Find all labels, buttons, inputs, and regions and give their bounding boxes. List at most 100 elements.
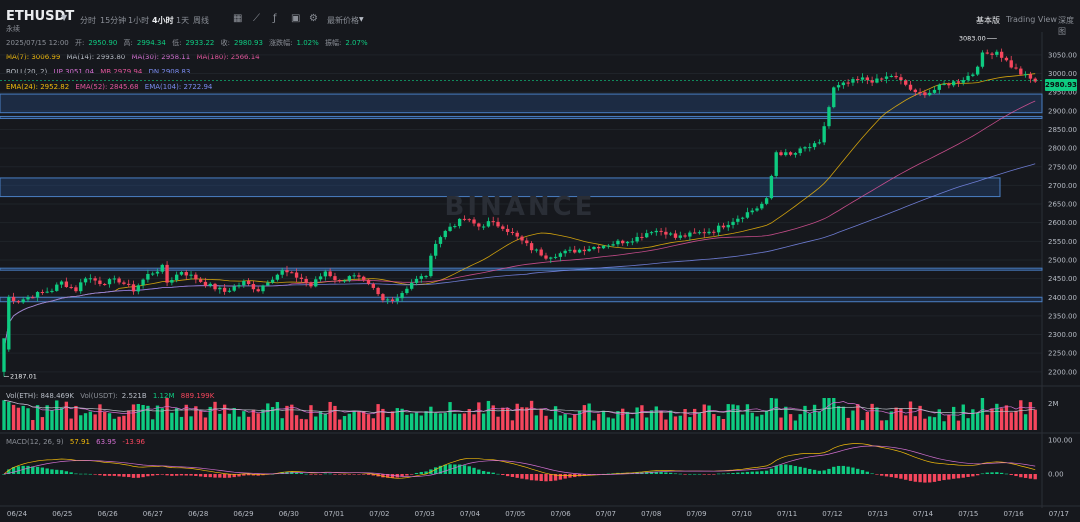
macd-histogram-bar xyxy=(745,471,750,474)
candle-body xyxy=(568,249,572,251)
candle-body xyxy=(803,147,807,149)
candle-body xyxy=(462,218,467,220)
volume-bar xyxy=(362,411,366,430)
volume-bar xyxy=(894,407,898,430)
symbol-title[interactable]: ETHUSDT xyxy=(6,9,75,24)
volume-bar xyxy=(174,408,179,430)
volume-bar xyxy=(352,410,356,430)
candle-body xyxy=(141,279,145,286)
macd-histogram-bar xyxy=(568,474,572,478)
time-tick-label: 07/16 xyxy=(1004,510,1025,518)
volume-bar xyxy=(93,414,97,430)
macd-histogram-bar xyxy=(318,474,323,475)
candle-body xyxy=(371,283,375,288)
layout-icon[interactable]: ▣ xyxy=(291,13,301,24)
macd-histogram-bar xyxy=(1014,474,1018,477)
volume-bar xyxy=(520,407,524,430)
volume-bar xyxy=(151,419,155,430)
macd-histogram-bar xyxy=(961,474,965,478)
candle-body xyxy=(448,226,452,231)
macd-histogram-bar xyxy=(21,465,25,474)
macd-histogram-bar xyxy=(956,474,961,479)
volume-bar xyxy=(59,407,64,430)
volume-bar xyxy=(251,409,256,430)
indicators-icon[interactable]: ƒ xyxy=(273,13,277,24)
candle-body xyxy=(280,270,284,275)
tab-timeframe-1d[interactable]: 1天 xyxy=(176,16,190,25)
candle-body xyxy=(505,228,510,232)
volume-bar xyxy=(721,418,726,430)
price-type-chevron-icon[interactable]: ▼ xyxy=(359,16,364,23)
tab-timeframe-1h[interactable]: 1小时 xyxy=(128,16,150,25)
candle-body xyxy=(592,246,596,250)
candle-body xyxy=(414,278,419,283)
volume-bar xyxy=(160,408,164,430)
view-tradingview[interactable]: Trading View xyxy=(1006,15,1057,24)
volume-bar xyxy=(189,416,193,430)
candle-body xyxy=(218,287,222,290)
tab-timeframe-15m[interactable]: 15分钟 xyxy=(100,16,127,25)
settings-gear-icon[interactable]: ⚙ xyxy=(309,13,318,24)
time-tick-label: 06/26 xyxy=(98,510,119,518)
volume-bar xyxy=(1019,400,1023,430)
volume-bar xyxy=(122,415,126,430)
view-depth[interactable]: 深度图 xyxy=(1058,16,1074,36)
candle-body xyxy=(841,82,846,86)
macd-histogram-bar xyxy=(880,474,884,476)
macd-histogram-bar xyxy=(779,464,783,474)
macd-histogram-bar xyxy=(414,472,419,474)
candle-body xyxy=(755,208,759,211)
price-tick-label: 2900.00 xyxy=(1048,107,1077,115)
chart-type-icon[interactable]: ▦ xyxy=(233,13,243,24)
macd-histogram-bar xyxy=(64,471,69,474)
volume-bar xyxy=(2,400,6,430)
volume-bar xyxy=(827,398,831,430)
volume-bar xyxy=(951,406,956,430)
macd-histogram-bar xyxy=(918,474,922,483)
volume-bar xyxy=(995,403,999,430)
macd-histogram-bar xyxy=(793,466,798,474)
candle-body xyxy=(155,271,160,274)
volume-bar xyxy=(961,404,965,430)
macd-histogram-bar xyxy=(731,472,735,474)
candle-body xyxy=(467,219,471,221)
macd-histogram-bar xyxy=(736,472,740,474)
candle-body xyxy=(342,280,347,282)
macd-hist: -13.96 xyxy=(122,438,145,446)
tab-timeframe-4h[interactable]: 4小时 xyxy=(152,16,174,25)
volume-bar xyxy=(184,404,188,430)
macd-histogram-bar xyxy=(947,474,951,480)
tab-timeframe-week[interactable]: 周线 xyxy=(193,16,209,25)
tab-timeframe-line[interactable]: 分时 xyxy=(80,16,96,25)
volume-ma-short xyxy=(3,399,1036,416)
symbol-dropdown-icon[interactable]: ▼ xyxy=(61,13,68,22)
view-basic[interactable]: 基本版 xyxy=(976,16,1000,25)
drawing-tools-icon[interactable]: ⟋ xyxy=(253,13,260,24)
macd-histogram-bar xyxy=(405,474,409,476)
macd-histogram-bar xyxy=(189,474,193,476)
macd-histogram-bar xyxy=(553,474,558,481)
volume-bar xyxy=(784,406,788,430)
ma-info-row: MA(7): 3006.99 MA(14): 2993.80 MA(30): 2… xyxy=(6,53,264,61)
macd-histogram-bar xyxy=(904,474,908,480)
volume-ma-long xyxy=(3,399,1036,414)
macd-histogram-bar xyxy=(683,474,687,475)
macd-histogram-bar xyxy=(328,473,332,475)
candle-body xyxy=(971,74,975,76)
macd-histogram-bar xyxy=(894,474,898,478)
macd-histogram-bar xyxy=(985,472,989,474)
volume-bar xyxy=(899,408,903,430)
candle-body xyxy=(573,249,577,253)
macd-histogram-bar xyxy=(870,473,874,475)
macd-histogram-bar xyxy=(26,465,30,474)
candle-body xyxy=(951,81,956,86)
candle-body xyxy=(726,224,730,228)
candle-body xyxy=(654,230,658,233)
candle-body xyxy=(160,264,164,272)
macd-histogram-bar xyxy=(386,474,390,478)
candle-body xyxy=(956,81,961,83)
price-type-select[interactable]: 最新价格 xyxy=(327,16,359,25)
volume-bar xyxy=(712,414,716,430)
price-annotations: 3083.00 2187.01 xyxy=(0,35,1042,381)
